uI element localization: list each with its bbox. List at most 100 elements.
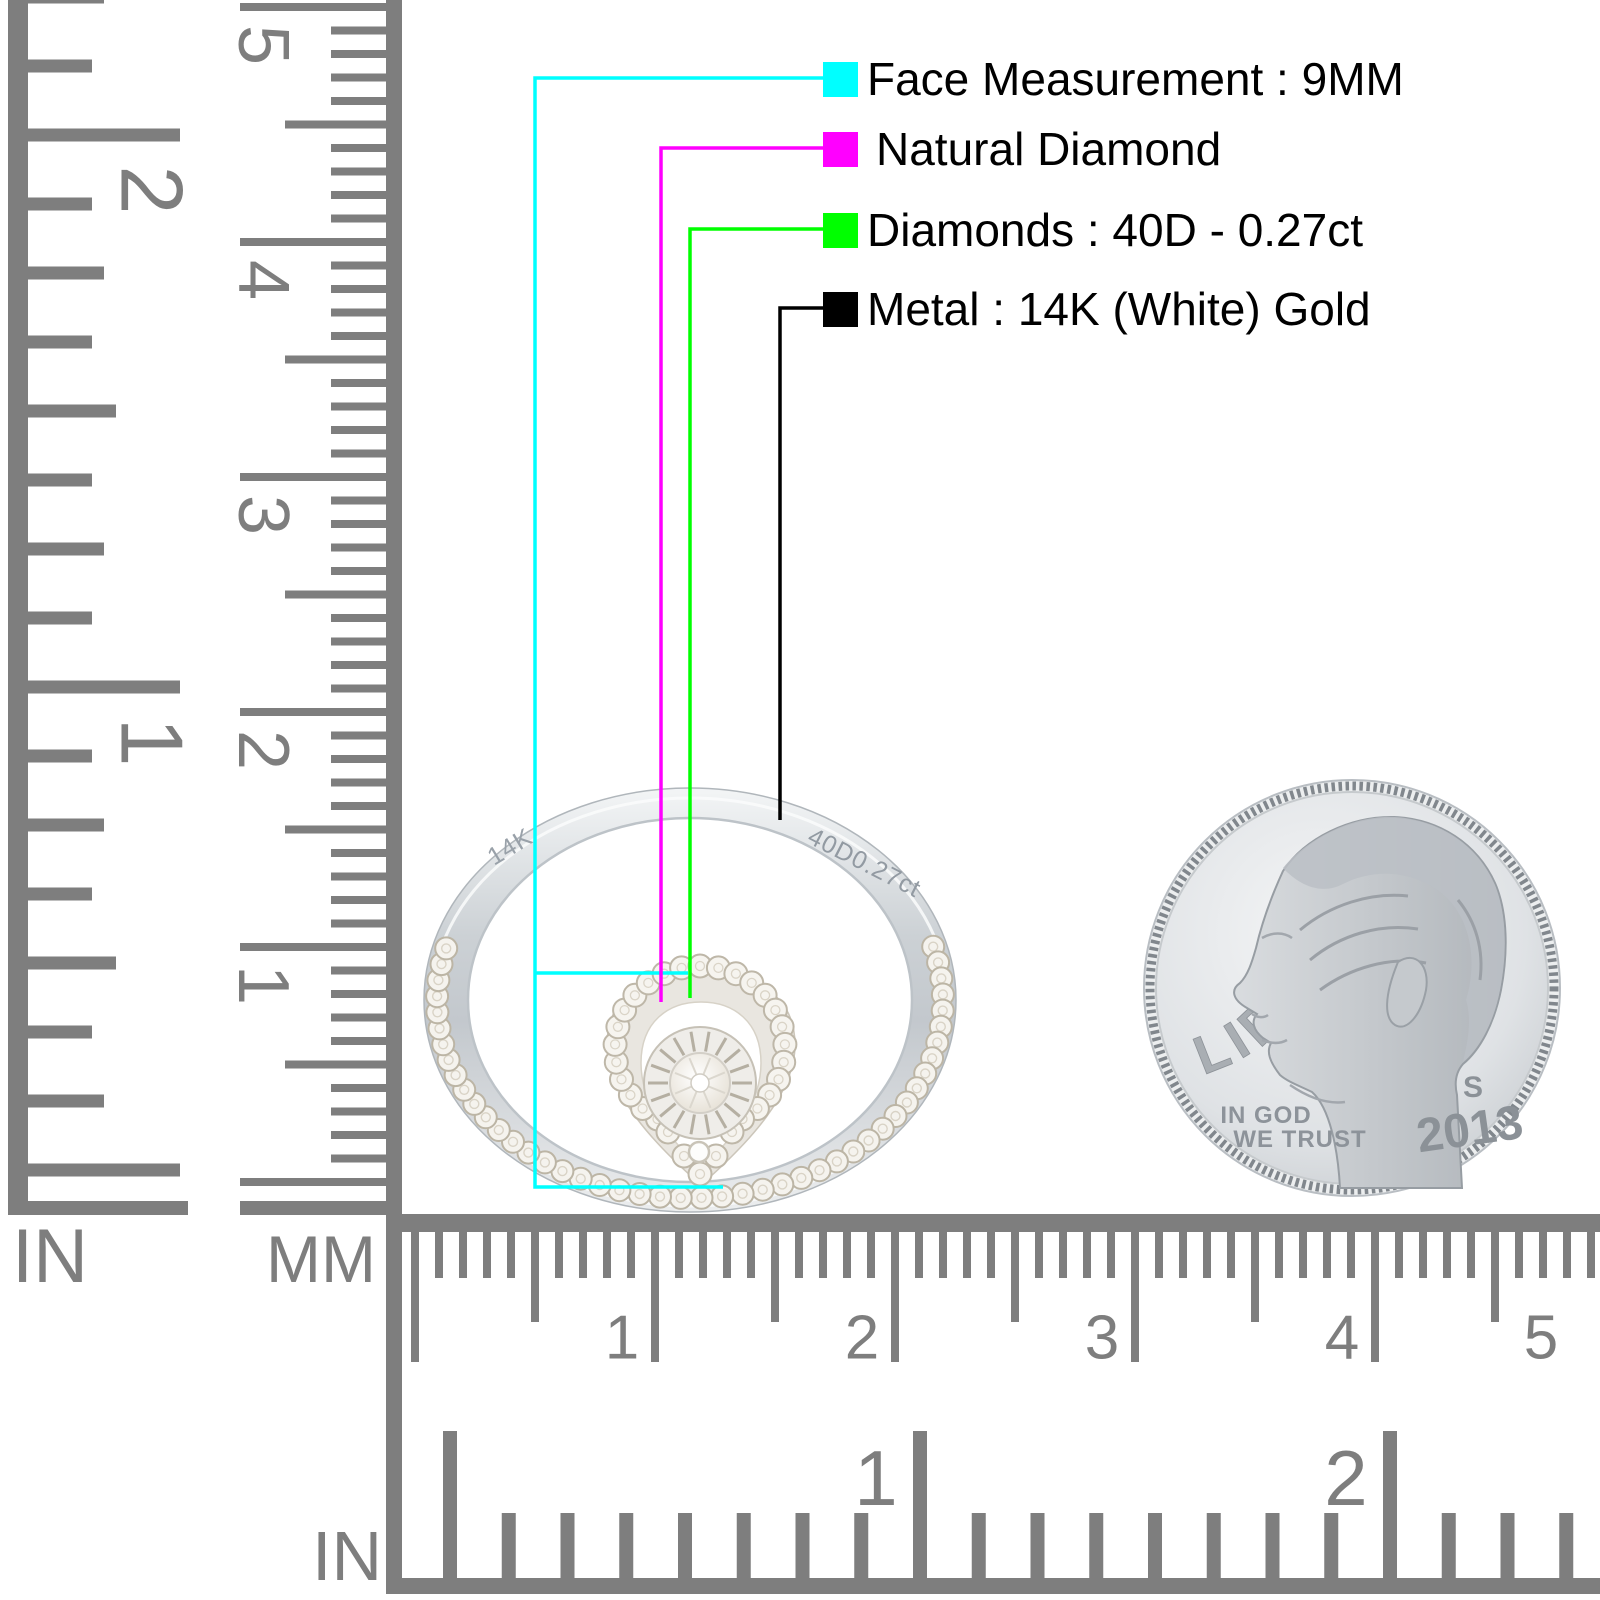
brow-line: [1261, 932, 1293, 940]
tick: [723, 1231, 731, 1278]
tick: [771, 1231, 779, 1322]
legend-swatch-green: [823, 212, 858, 248]
tick: [331, 332, 388, 340]
tick: [560, 1513, 575, 1579]
ruler-bottom-bar: [388, 1578, 1600, 1594]
diamond-stone-facet: [634, 1188, 645, 1200]
diamond-stone-facet: [920, 1068, 931, 1079]
tick: [285, 1060, 388, 1069]
facet-line: [688, 1057, 698, 1076]
tick: [1515, 1231, 1523, 1278]
diamond-stone-facet: [759, 990, 771, 1001]
tick: [28, 266, 104, 280]
ruler-left-mm-ticks: [240, 3, 388, 1186]
ruler-end-bar: [240, 1201, 402, 1215]
diamond-stone-facet: [480, 1112, 491, 1123]
ruler-unit-label-in-left: IN: [12, 1214, 88, 1299]
tick: [1371, 1231, 1379, 1362]
diamond-stone-facet: [770, 1004, 781, 1016]
diamond-stone-facet: [443, 1054, 454, 1066]
diamond-stone-facet: [612, 1021, 624, 1032]
tick: [28, 956, 116, 970]
tick: [1323, 1231, 1331, 1278]
tick: [331, 1084, 388, 1092]
tick: [1059, 1231, 1067, 1278]
tick: [240, 473, 388, 481]
tick: [1035, 1231, 1043, 1278]
tick: [331, 684, 388, 693]
tick: [678, 1513, 692, 1579]
legend-item-diamonds: Diamonds : 40D - 0.27ct: [823, 207, 1363, 253]
diamond-stone-facet: [776, 1021, 788, 1032]
ruler-bottom-inch-ticks: [443, 1431, 1574, 1579]
tick: [331, 308, 388, 317]
tick: [843, 1231, 851, 1278]
tick: [285, 590, 388, 599]
diamond-stone-facet: [796, 1172, 807, 1184]
ruler-top-bar: [388, 1214, 1600, 1232]
tick: [331, 214, 388, 223]
hair-stroke: [1299, 893, 1409, 932]
diamond-stone-facet: [911, 1083, 922, 1094]
legend-item-natural-diamond: Natural Diamond: [823, 126, 1221, 172]
diamond-stone-facet: [637, 1103, 648, 1114]
tick: [891, 1231, 899, 1362]
tick: [28, 335, 92, 349]
tick: [331, 637, 388, 646]
diamond-stone-facet: [779, 1039, 791, 1050]
tick: [28, 1025, 92, 1039]
legend-label: Metal : 14K (White) Gold: [867, 283, 1371, 335]
tick: [331, 661, 388, 669]
tick: [1395, 1231, 1403, 1278]
coin-motto-line2: WE TRUST: [1233, 1126, 1366, 1153]
diamond-stone-facet: [713, 962, 724, 974]
tick: [331, 449, 388, 458]
ruler-left-mm: 5 4 3 2 1 MM: [223, 0, 402, 1594]
jaw-line: [1289, 1083, 1346, 1104]
nostril-line: [1251, 1012, 1269, 1019]
diamond-stone-facet: [436, 958, 447, 970]
tick: [1347, 1231, 1355, 1278]
sunburst-ray: [659, 1048, 677, 1064]
tick: [1265, 1513, 1280, 1579]
tick: [867, 1231, 875, 1278]
tick: [331, 1037, 388, 1045]
tick: [501, 1513, 516, 1579]
sunburst-ray: [672, 1109, 686, 1129]
tick: [1011, 1231, 1019, 1322]
tick: [331, 872, 388, 881]
sunburst-ray: [729, 1063, 750, 1074]
diamond-stone-facet: [619, 1004, 630, 1016]
ruler-number: 2: [845, 1304, 879, 1373]
callout-lines: [533, 76, 823, 1189]
tick: [459, 1231, 467, 1278]
coin-motto-line1: IN GOD: [1220, 1102, 1311, 1129]
tick: [987, 1231, 995, 1278]
tick: [331, 97, 388, 105]
tick: [1491, 1231, 1499, 1322]
diamond-stone-facet: [493, 1124, 504, 1136]
tick: [675, 1231, 683, 1278]
tick: [795, 1513, 810, 1579]
tick: [285, 825, 388, 834]
coin-reeded-edge: [1145, 781, 1559, 1195]
legend-item-metal: Metal : 14K (White) Gold: [823, 283, 1371, 335]
coin-mint-mark: S: [1463, 1071, 1483, 1104]
tick: [331, 896, 388, 904]
ruler-number: 3: [223, 495, 303, 535]
tick: [854, 1513, 869, 1579]
coin-portrait-hair: [1283, 816, 1505, 1062]
tick: [1324, 1513, 1339, 1579]
tick: [331, 755, 388, 763]
diamond-stone-facet: [616, 1074, 627, 1085]
mouth-line: [1261, 1038, 1288, 1045]
tick: [240, 3, 388, 11]
tick: [331, 520, 388, 528]
tick: [736, 1513, 751, 1579]
tick: [1559, 1513, 1574, 1579]
tick: [331, 567, 388, 575]
coin-face-lines: [1251, 932, 1346, 1104]
tick: [619, 1513, 634, 1579]
